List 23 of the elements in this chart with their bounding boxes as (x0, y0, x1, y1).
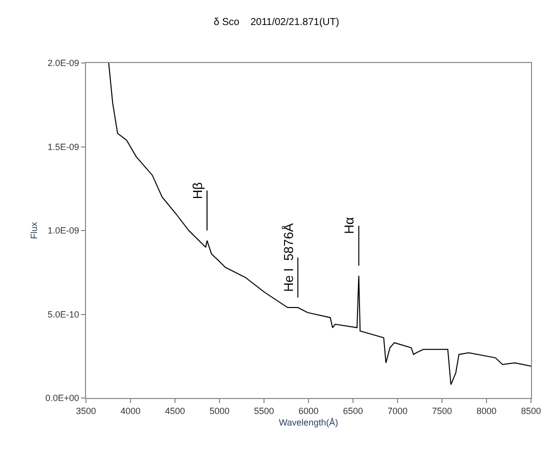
x-tick-label: 4500 (164, 406, 186, 416)
y-tick-label: 2.0E-09 (48, 58, 80, 68)
x-axis-title: Wavelength(Å) (278, 418, 338, 428)
annotation: Hα (342, 216, 357, 234)
annotation: Hβ (190, 182, 205, 200)
y-tick-label: 1.5E-09 (48, 142, 80, 152)
x-tick-label: 4000 (120, 406, 141, 416)
x-tick-label: 3500 (76, 406, 96, 416)
x-tick-label: 5500 (254, 406, 274, 416)
y-axis-title: Flux (28, 222, 39, 240)
annotation: He I 5876Å (280, 222, 296, 292)
x-tick-label: 7000 (387, 406, 408, 416)
chart-title: δ Sco 2011/02/21.871(UT) (214, 17, 340, 28)
x-tick-label: 6000 (298, 406, 319, 416)
x-tick-label: 8500 (520, 406, 542, 416)
y-tick-label: 5.0E-10 (48, 309, 80, 320)
x-tick-label: 6500 (342, 406, 364, 416)
line-series (108, 63, 531, 386)
y-tick-label: 1.0E-09 (48, 226, 80, 236)
x-tick-label: 7500 (432, 406, 452, 416)
x-tick-label: 8000 (476, 406, 497, 416)
y-tick-label: 0.0E+00 (45, 393, 80, 404)
x-tick-label: 5000 (209, 406, 230, 416)
